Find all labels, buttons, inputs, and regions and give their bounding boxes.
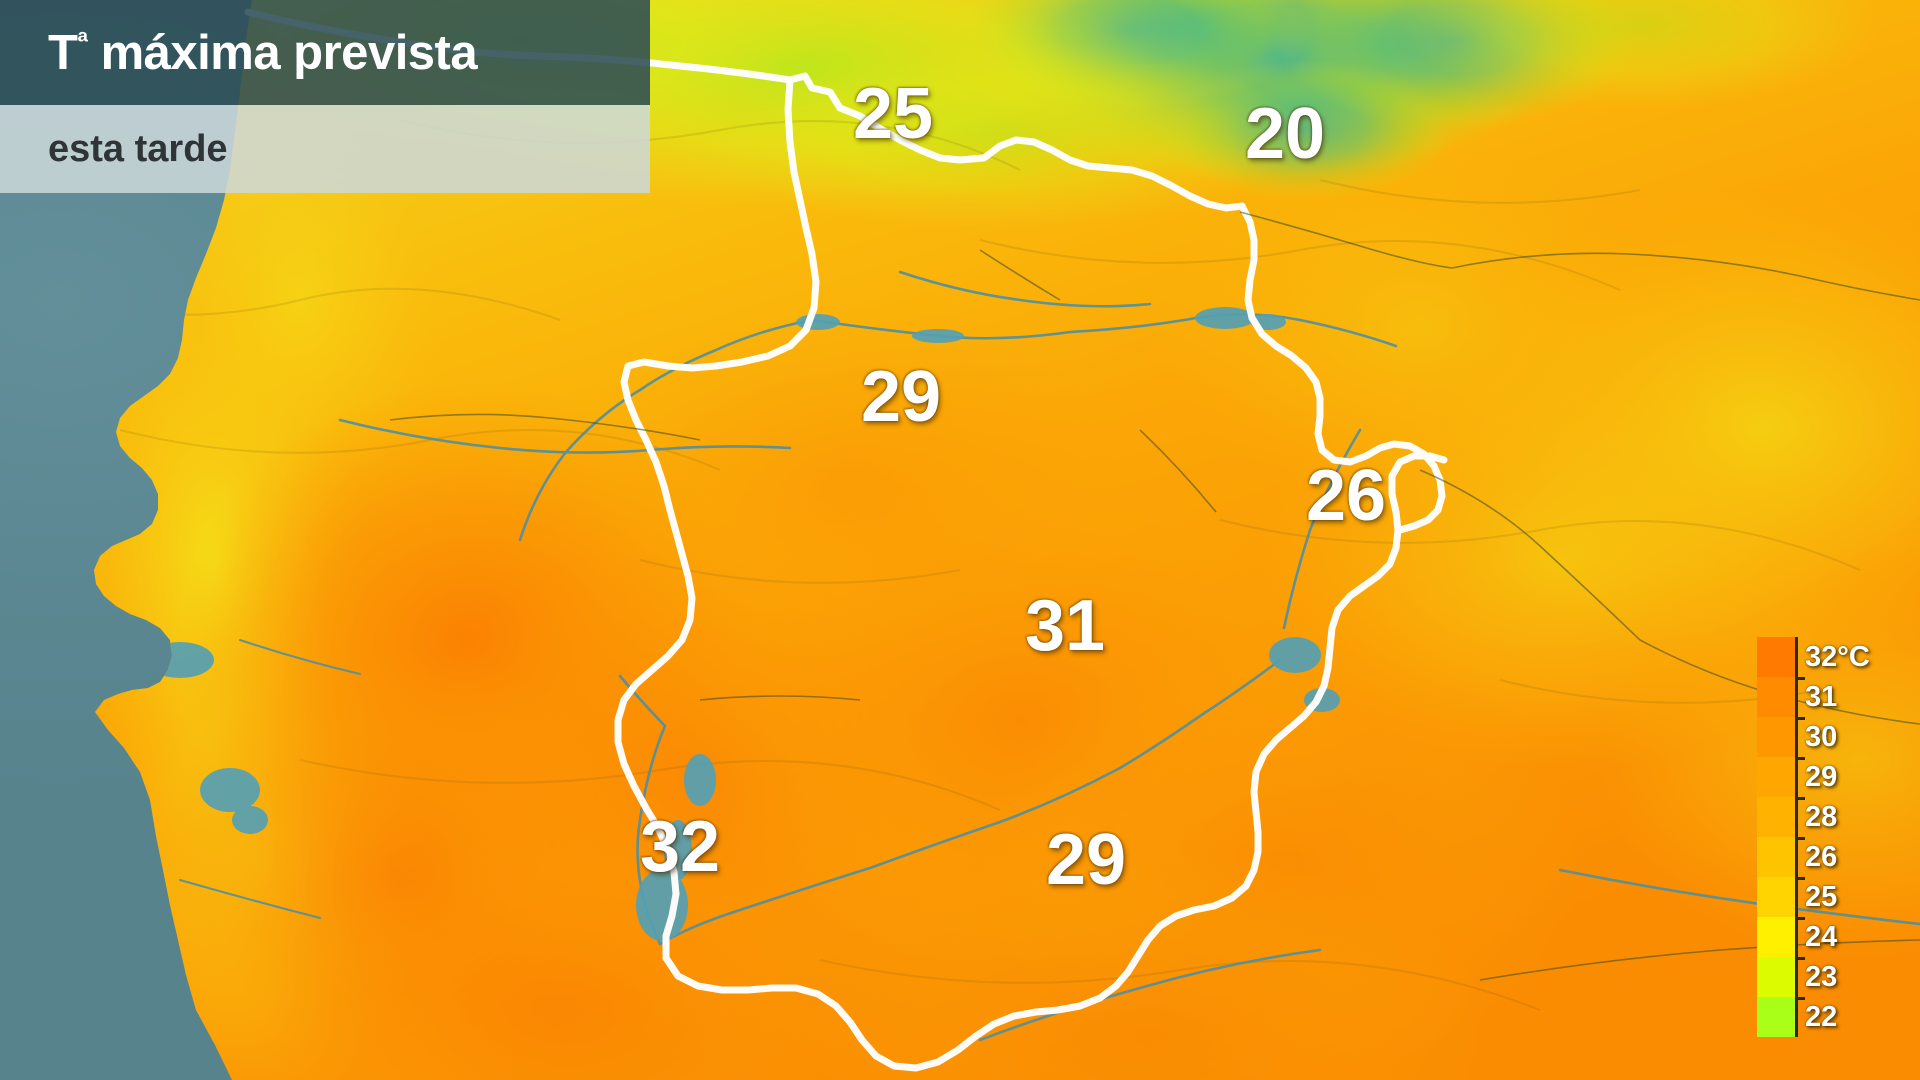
- page-title: Tª máxima prevista: [48, 25, 478, 81]
- legend-color-bar: [1757, 637, 1798, 1037]
- legend-swatch-28: [1757, 797, 1795, 837]
- legend-tick-3: [1795, 757, 1805, 760]
- legend-tick-6: [1795, 877, 1805, 880]
- legend-label-30: 30: [1805, 720, 1838, 753]
- temperature-label-25-0: 25: [852, 74, 934, 154]
- legend-swatch-26: [1757, 837, 1795, 877]
- legend-swatch-32: [1757, 637, 1795, 677]
- legend-swatch-23: [1757, 957, 1795, 997]
- legend-label-25: 25: [1805, 880, 1838, 913]
- legend-label-32: 32°C: [1805, 640, 1870, 673]
- title-superscript: ª: [77, 26, 88, 59]
- temperature-label-20-1: 20: [1244, 94, 1326, 174]
- title-prefix: T: [48, 25, 78, 80]
- legend-swatch-29: [1757, 757, 1795, 797]
- map-subtitle-bar: esta tarde: [0, 105, 650, 193]
- legend-swatch-30: [1757, 717, 1795, 757]
- legend-label-31: 31: [1805, 680, 1838, 713]
- legend-swatch-25: [1757, 877, 1795, 917]
- title-rest: máxima prevista: [87, 25, 478, 80]
- legend-tick-1: [1795, 677, 1805, 680]
- legend-label-23: 23: [1805, 960, 1838, 993]
- map-title-bar: Tª máxima prevista: [0, 0, 650, 105]
- legend-label-26: 26: [1805, 840, 1838, 873]
- temperature-label-32-5: 32: [639, 807, 721, 887]
- legend-tick-5: [1795, 837, 1805, 840]
- legend-tick-8: [1795, 957, 1805, 960]
- legend-tick-7: [1795, 917, 1805, 920]
- temperature-legend: 32°C 31 30 29 28 26 25 24 23 22: [1757, 637, 1870, 1037]
- legend-swatch-22: [1757, 997, 1795, 1037]
- legend-tick-labels: 32°C 31 30 29 28 26 25 24 23 22: [1805, 637, 1870, 1037]
- regional-borders: [389, 211, 1920, 981]
- page-subtitle: esta tarde: [48, 127, 228, 170]
- legend-tick-9: [1795, 997, 1805, 1000]
- legend-swatch-24: [1757, 917, 1795, 957]
- legend-tick-2: [1795, 717, 1805, 720]
- temperature-label-31-4: 31: [1024, 586, 1106, 666]
- legend-label-22: 22: [1805, 1000, 1838, 1033]
- legend-tick-4: [1795, 797, 1805, 800]
- legend-label-28: 28: [1805, 800, 1838, 833]
- legend-label-29: 29: [1805, 760, 1838, 793]
- temperature-label-29-6: 29: [1045, 820, 1127, 900]
- temperature-label-29-2: 29: [860, 357, 942, 437]
- temperature-label-26-3: 26: [1305, 456, 1387, 536]
- legend-swatch-31: [1757, 677, 1795, 717]
- legend-label-24: 24: [1805, 920, 1838, 953]
